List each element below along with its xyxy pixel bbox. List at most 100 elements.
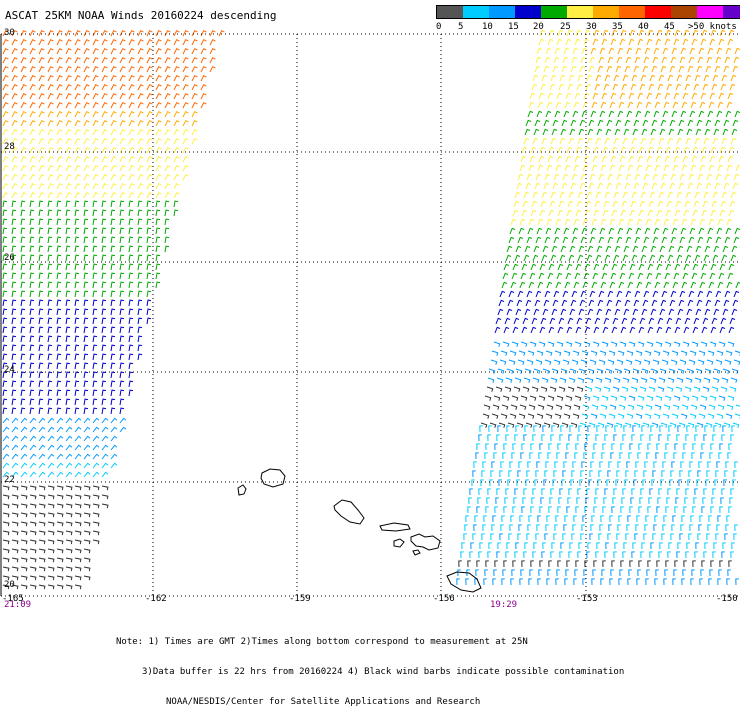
- wind-barb: [504, 317, 511, 325]
- wind-barb: [657, 200, 664, 208]
- wind-barb: [83, 417, 91, 424]
- wind-barb: [667, 434, 671, 442]
- wind-barb: [699, 164, 706, 172]
- wind-barb: [562, 236, 569, 244]
- wind-barb: [182, 30, 189, 37]
- wind-barb: [110, 102, 117, 109]
- wind-barb: [476, 560, 480, 568]
- wind-barb: [672, 515, 676, 523]
- wind-barb: [650, 425, 654, 433]
- wind-barb: [712, 551, 716, 559]
- footer-notes: Note: 1) Times are GMT 2)Times along bot…: [116, 617, 624, 717]
- wind-barb: [663, 218, 670, 226]
- wind-barb: [556, 92, 563, 100]
- wind-barb: [164, 156, 171, 163]
- wind-barb: [574, 341, 582, 347]
- wind-barb: [101, 444, 109, 451]
- wind-barb: [56, 30, 63, 37]
- wind-barb: [56, 227, 62, 235]
- wind-barb: [508, 236, 515, 244]
- wind-barb: [539, 560, 543, 568]
- wind-barb: [631, 434, 635, 442]
- wind-barb: [56, 398, 62, 406]
- wind-barb: [101, 407, 107, 415]
- wind-barb: [20, 471, 28, 478]
- wind-barb: [555, 578, 559, 586]
- wind-barb: [2, 435, 10, 442]
- wind-barb: [531, 497, 535, 505]
- wind-barb: [146, 308, 152, 316]
- wind-barb: [83, 263, 89, 271]
- wind-barb: [83, 236, 89, 244]
- wind-barb: [11, 530, 19, 536]
- wind-barb: [92, 407, 98, 415]
- wind-barb: [119, 84, 126, 91]
- wind-barb: [38, 426, 46, 433]
- wind-barb: [531, 386, 539, 392]
- wind-barb: [2, 120, 9, 127]
- wind-barb: [65, 471, 73, 478]
- wind-barb: [119, 344, 125, 352]
- wind-barb: [712, 191, 719, 199]
- wind-barb: [56, 353, 62, 361]
- wind-barb: [571, 359, 579, 365]
- wind-barb: [137, 245, 143, 253]
- wind-barb: [694, 191, 701, 199]
- wind-barb: [557, 443, 561, 451]
- wind-barb: [65, 227, 71, 235]
- wind-barb: [65, 557, 73, 563]
- wind-barb: [591, 281, 598, 289]
- wind-barb: [726, 281, 733, 289]
- wind-barb: [554, 227, 561, 235]
- wind-barb: [554, 47, 561, 55]
- wind-barb: [637, 38, 644, 46]
- wind-barb: [692, 29, 699, 37]
- wind-barb: [645, 404, 653, 410]
- wind-barb: [608, 524, 612, 532]
- wind-barb: [155, 129, 162, 136]
- wind-barb: [92, 299, 98, 307]
- wind-barb: [616, 173, 623, 181]
- wind-barb: [119, 111, 126, 118]
- wind-barb: [2, 389, 8, 397]
- wind-barb: [569, 308, 576, 316]
- wind-barb: [625, 290, 632, 298]
- wind-barb: [577, 254, 584, 262]
- wind-barb: [557, 506, 561, 514]
- wind-barb: [544, 56, 551, 64]
- wind-barb: [2, 156, 9, 163]
- wind-barb: [680, 524, 684, 532]
- wind-barb: [92, 245, 98, 253]
- wind-barb: [164, 129, 171, 136]
- wind-barb: [38, 503, 46, 509]
- wind-barb: [2, 407, 8, 415]
- wind-barb: [29, 48, 36, 55]
- wind-barb: [164, 84, 171, 91]
- wind-barb: [578, 425, 582, 433]
- wind-barb: [655, 38, 662, 46]
- wind-barb: [626, 350, 634, 356]
- wind-barb: [627, 281, 634, 289]
- wind-barb: [618, 164, 625, 172]
- wind-barb: [29, 147, 36, 154]
- wind-barb: [463, 533, 467, 541]
- wind-barb: [514, 551, 518, 559]
- wind-barb: [92, 389, 98, 397]
- wind-barb: [502, 395, 510, 401]
- wind-barb: [74, 521, 82, 527]
- wind-barb: [137, 111, 144, 118]
- wind-barb: [620, 146, 627, 154]
- wind-barb: [649, 74, 656, 82]
- wind-barb: [666, 200, 673, 208]
- wind-barb: [595, 74, 602, 82]
- wind-barb: [663, 578, 667, 586]
- wind-barb: [623, 245, 630, 253]
- wind-barb: [11, 398, 17, 406]
- wind-barb: [200, 102, 207, 109]
- wind-barb: [568, 191, 575, 199]
- wind-barb: [581, 350, 589, 356]
- wind-barb: [542, 245, 549, 253]
- wind-barb: [200, 57, 207, 64]
- wind-barb: [47, 584, 55, 590]
- wind-barb: [65, 174, 72, 181]
